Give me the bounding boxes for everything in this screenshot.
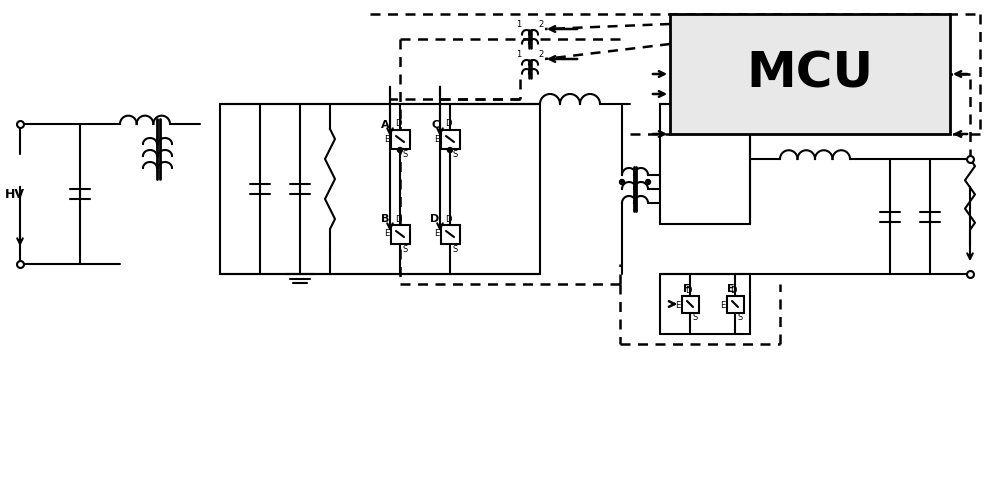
Text: D: D xyxy=(685,286,691,295)
Text: E: E xyxy=(720,300,726,309)
Text: 2: 2 xyxy=(538,20,544,29)
Bar xyxy=(390,130,410,149)
Text: E: E xyxy=(384,229,389,238)
Text: A: A xyxy=(381,119,389,130)
Text: S: S xyxy=(452,150,458,158)
Text: HV: HV xyxy=(5,187,25,201)
Text: E: E xyxy=(434,229,439,238)
Text: S: S xyxy=(737,313,743,322)
Text: E: E xyxy=(675,300,681,309)
Text: D: D xyxy=(430,215,439,224)
Text: 1: 1 xyxy=(516,50,522,59)
Text: S: S xyxy=(402,244,408,254)
Text: F: F xyxy=(682,283,690,293)
Bar xyxy=(682,295,698,312)
Text: S: S xyxy=(452,244,458,254)
Text: B: B xyxy=(381,215,389,224)
Bar xyxy=(440,130,460,149)
Text: MCU: MCU xyxy=(746,50,874,98)
Text: D: D xyxy=(445,215,451,223)
Text: D: D xyxy=(445,119,451,129)
Bar xyxy=(660,274,750,334)
Text: S: S xyxy=(692,313,698,322)
Text: D: D xyxy=(395,215,401,223)
Text: 2: 2 xyxy=(538,50,544,59)
Bar xyxy=(726,295,744,312)
Text: 1: 1 xyxy=(516,20,522,29)
Text: E: E xyxy=(384,135,389,144)
Bar xyxy=(390,224,410,243)
Text: D: D xyxy=(395,119,401,129)
Bar xyxy=(220,104,540,274)
Bar xyxy=(440,224,460,243)
Bar xyxy=(660,104,750,224)
Text: D: D xyxy=(730,286,736,295)
Text: C: C xyxy=(431,119,439,130)
Text: E: E xyxy=(728,283,735,293)
Text: S: S xyxy=(402,150,408,158)
Circle shape xyxy=(646,179,650,184)
Circle shape xyxy=(448,148,452,153)
Circle shape xyxy=(620,179,624,184)
Bar xyxy=(670,14,950,134)
Text: E: E xyxy=(434,135,439,144)
Circle shape xyxy=(398,148,402,153)
